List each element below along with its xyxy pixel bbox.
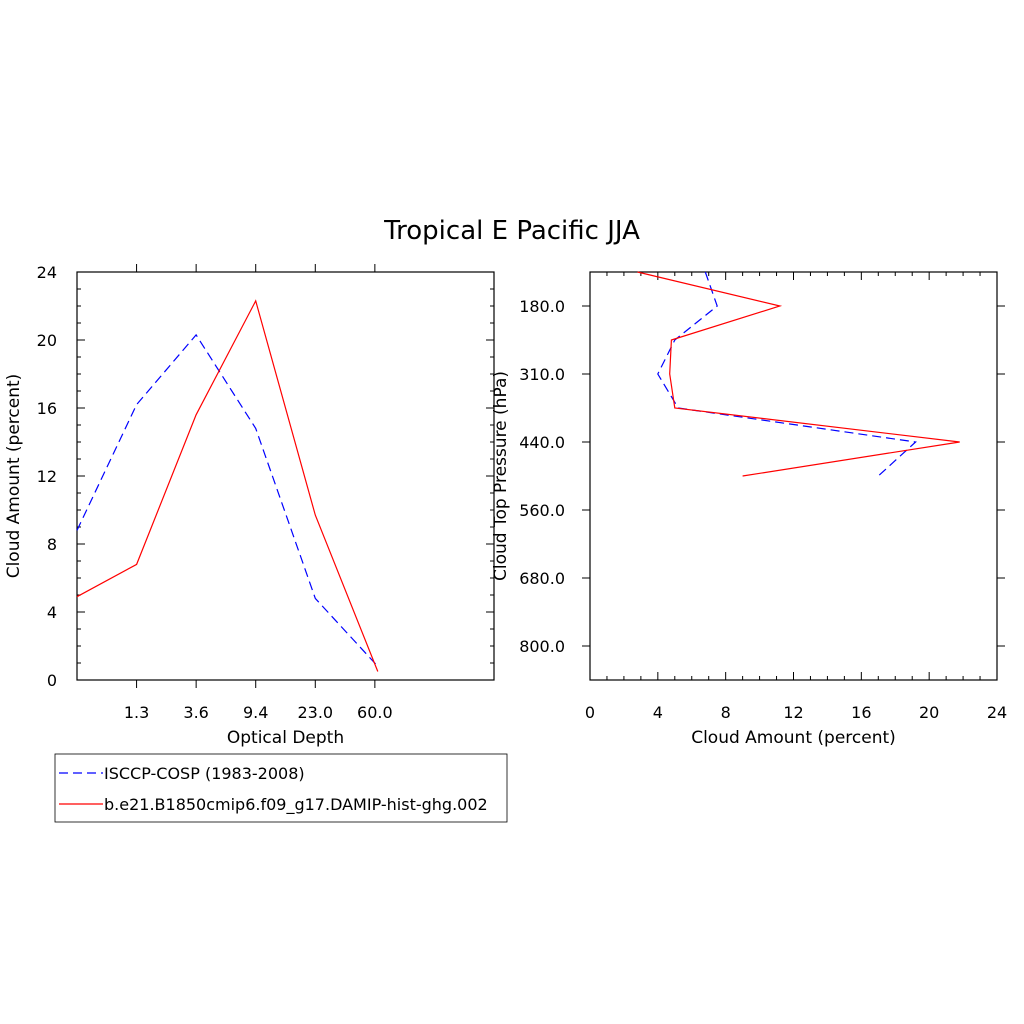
y-tick-label: 12 [37, 467, 57, 486]
x-tick-label: 3.6 [183, 703, 208, 722]
y-tick-label: 8 [47, 535, 57, 554]
x-tick-label: 9.4 [243, 703, 268, 722]
legend-entry-label: b.e21.B1850cmip6.f09_g17.DAMIP-hist-ghg.… [104, 795, 488, 815]
figure-title: Tropical E Pacific JJA [383, 216, 640, 246]
y-tick-label: 0 [47, 671, 57, 690]
legend: ISCCP-COSP (1983-2008) b.e21.B1850cmip6.f… [54, 753, 508, 823]
x-tick-label: 20 [919, 703, 939, 722]
y-tick-label: 20 [37, 331, 57, 350]
y-tick-label: 800.0 [519, 637, 565, 656]
y-tick-label: 4 [47, 603, 57, 622]
plot-frame [589, 271, 998, 681]
left-panel-optical-depth: 0 4 8 12 16 20 24 1.3 3.6 9.4 23.0 60.0 Optical Dept… [4, 263, 495, 748]
series-line-isccp-cosp [76, 333, 379, 667]
legend-box [54, 753, 508, 823]
plot-frame [76, 271, 495, 681]
x-tick-label: 23.0 [297, 703, 333, 722]
y-tick-label: 680.0 [519, 569, 565, 588]
x-axis-label: Cloud Amount (percent) [691, 728, 896, 748]
x-tick-label: 4 [653, 703, 663, 722]
x-tick-label: 1.3 [124, 703, 149, 722]
y-axis-label: Cloud Top Pressure (hPa) [491, 371, 511, 581]
y-tick-label: 24 [37, 263, 57, 282]
x-tick-label: 24 [987, 703, 1007, 722]
series-line-model [637, 271, 960, 477]
y-tick-label: 16 [37, 399, 57, 418]
y-tick-label: 440.0 [519, 433, 565, 452]
legend-entry-label: ISCCP-COSP (1983-2008) [104, 764, 305, 783]
x-tick-label: 16 [851, 703, 871, 722]
x-tick-label: 12 [783, 703, 803, 722]
x-axis-label: Optical Depth [227, 728, 344, 748]
x-tick-label: 0 [585, 703, 595, 722]
series-line-isccp-cosp [657, 271, 917, 477]
x-tick-label: 8 [721, 703, 731, 722]
y-tick-label: 560.0 [519, 501, 565, 520]
right-panel-cloud-top-pressure: 0 4 8 12 16 20 24 180.0 310.0 440.0 560.0 680.0 800.… [491, 271, 1007, 748]
series-line-model [76, 299, 379, 672]
y-tick-label: 310.0 [519, 365, 565, 384]
y-tick-label: 180.0 [519, 297, 565, 316]
y-axis-label: Cloud Amount (percent) [4, 374, 24, 579]
x-tick-label: 60.0 [357, 703, 393, 722]
